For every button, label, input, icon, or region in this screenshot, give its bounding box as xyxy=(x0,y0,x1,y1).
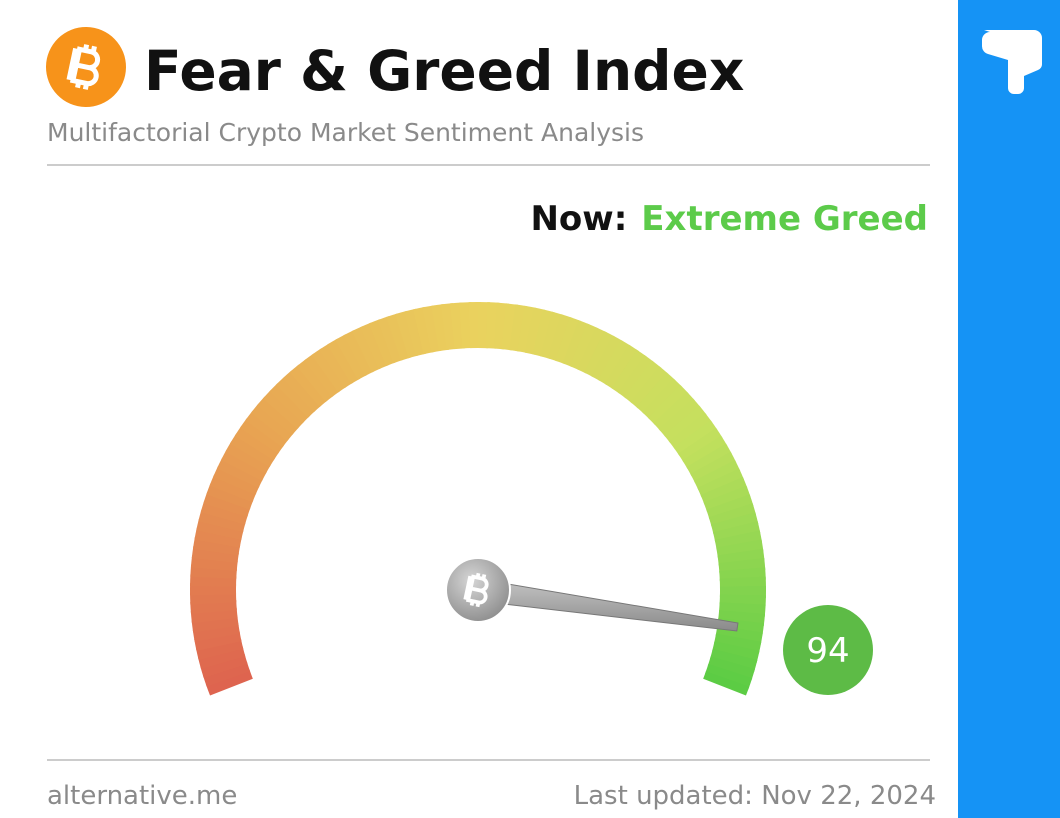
updated: Last updated: Nov 22, 2024 xyxy=(574,781,936,811)
gauge: 94 xyxy=(190,302,873,696)
now-label: Now: xyxy=(530,199,627,239)
title: Fear & Greed Index xyxy=(144,39,744,103)
value-badge xyxy=(783,605,873,695)
sidebar-logo[interactable] xyxy=(981,30,1043,94)
status: Extreme Greed xyxy=(641,199,928,239)
subtitle: Multifactorial Crypto Market Sentiment A… xyxy=(47,118,644,147)
needle xyxy=(475,578,739,632)
bitcoin-logo xyxy=(46,27,126,107)
gauge-arc-segment xyxy=(703,671,750,696)
status-line: Now: Extreme Greed xyxy=(530,199,928,239)
hub-bitcoin xyxy=(463,572,489,608)
value-label: 94 xyxy=(806,631,849,671)
sidebar xyxy=(958,0,1060,818)
hub-bitcoin-glyph xyxy=(463,572,489,608)
source[interactable]: alternative.me xyxy=(47,781,237,811)
